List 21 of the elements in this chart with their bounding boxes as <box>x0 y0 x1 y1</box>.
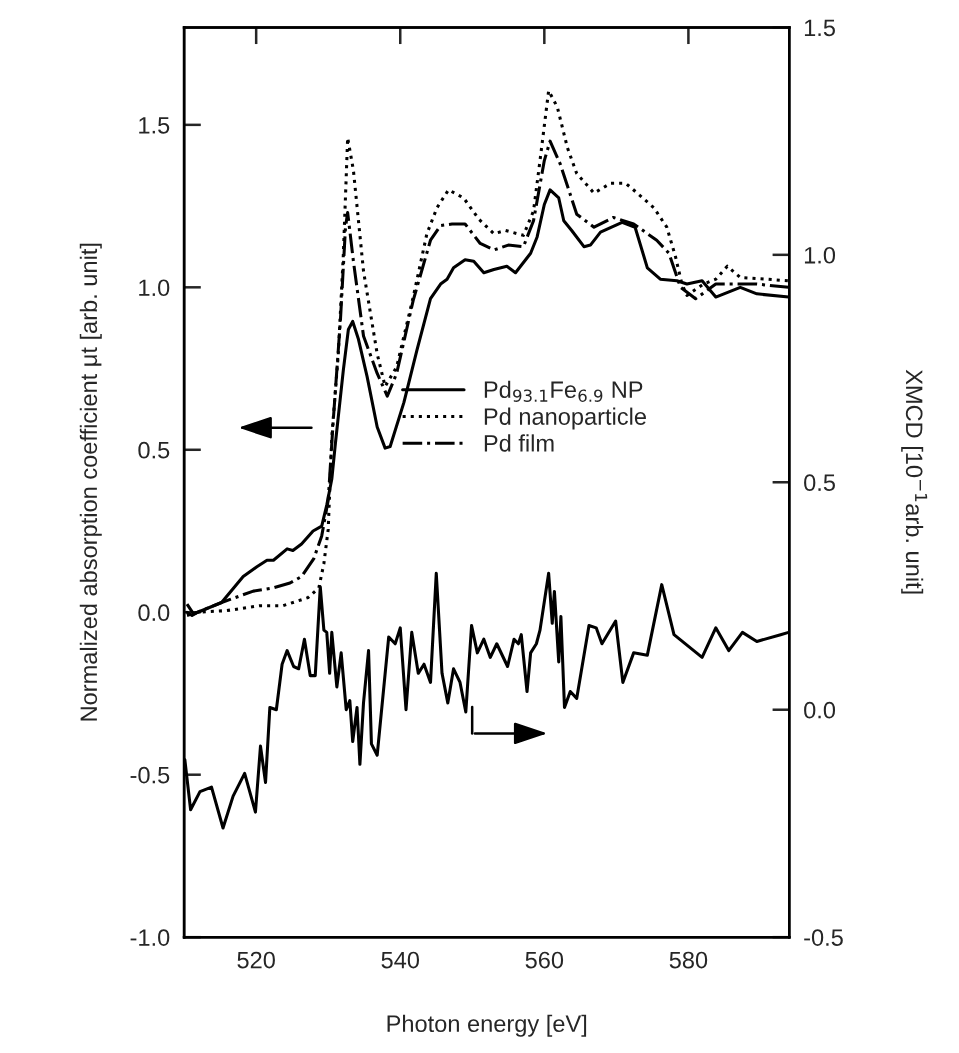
x-tick-label: 560 <box>525 951 564 969</box>
x-tick-label: 540 <box>381 951 420 969</box>
x-tick-label: 580 <box>669 951 708 969</box>
y2-tick-label: 1.0 <box>804 246 836 264</box>
y2-tick-label: 0.0 <box>804 701 836 719</box>
x-tick-label: 520 <box>237 951 275 969</box>
y-tick-label: -0.5 <box>130 766 170 784</box>
y2-tick-label: 1.5 <box>804 19 835 37</box>
x-axis-title: Photon energy [eV] <box>387 1014 587 1037</box>
y-tick-label: 0.0 <box>138 604 170 622</box>
y-tick-label: 1.0 <box>139 279 170 297</box>
y-tick-label: 0.5 <box>138 441 170 459</box>
y2-tick-label: -0.5 <box>804 929 843 946</box>
y-tick-label: -1.0 <box>130 929 170 946</box>
y-tick-label: 1.5 <box>139 117 170 134</box>
legend-label: Pd$_{93.1}$Fe$_{6.9}$ NP <box>484 380 643 402</box>
y-axis-title: Normalized absorption coefficient μt [arb. unit] <box>79 243 102 721</box>
y2-tick-label: 0.5 <box>804 474 835 492</box>
y2-axis-title: XMCD [10$^{−1}$arb. unit] <box>901 369 928 594</box>
legend-label: Pd film <box>484 434 554 452</box>
legend-label: Pd nanoparticle <box>484 407 646 430</box>
